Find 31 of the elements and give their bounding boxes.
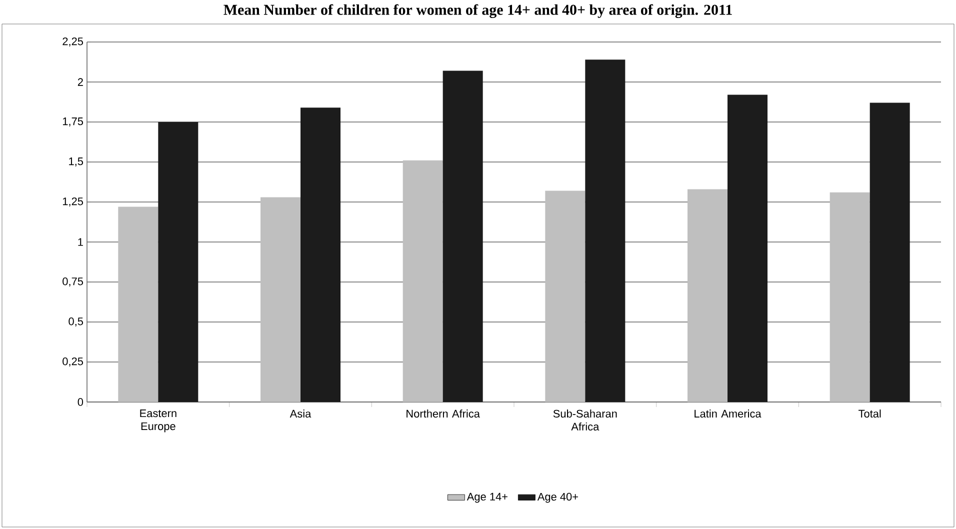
bar <box>830 192 870 402</box>
x-tick-label: Latin America <box>694 410 762 418</box>
y-tick-label: 1 <box>78 238 83 246</box>
bar <box>442 70 483 402</box>
bar <box>300 108 341 402</box>
y-tick-label: 1,75 <box>62 118 84 126</box>
bar <box>870 102 910 402</box>
y-tick-label: 1,5 <box>69 158 84 166</box>
y-tick-label: 0,5 <box>68 317 84 327</box>
bar <box>688 189 728 402</box>
bar <box>585 60 626 402</box>
chart-title: Mean Number of children for women of age 14+ and 40+ by area of origin. 2011 <box>224 4 732 18</box>
bar <box>728 94 768 402</box>
y-tick-label: 2,25 <box>62 37 84 47</box>
bar <box>260 197 300 402</box>
bar <box>158 122 198 402</box>
bar <box>402 160 443 402</box>
x-tick-label: Eastern Europe <box>140 410 176 432</box>
bar <box>545 190 586 402</box>
x-tick-label: Total <box>858 410 881 418</box>
y-tick-label: 2 <box>78 78 83 86</box>
legend-label: Age 14+ <box>466 492 508 503</box>
y-tick-label: 0 <box>78 398 84 406</box>
x-tick-label: Asia <box>290 410 312 418</box>
y-tick-label: 1,25 <box>62 197 84 207</box>
x-tick-label: Sub-Saharan Africa <box>553 410 617 431</box>
bar <box>118 206 158 402</box>
y-tick-label: 0,25 <box>62 357 84 367</box>
legend-label: Age 40+ <box>537 492 578 503</box>
y-tick-label: 0,75 <box>62 277 84 287</box>
x-tick-label: Northern Africa <box>406 410 480 418</box>
